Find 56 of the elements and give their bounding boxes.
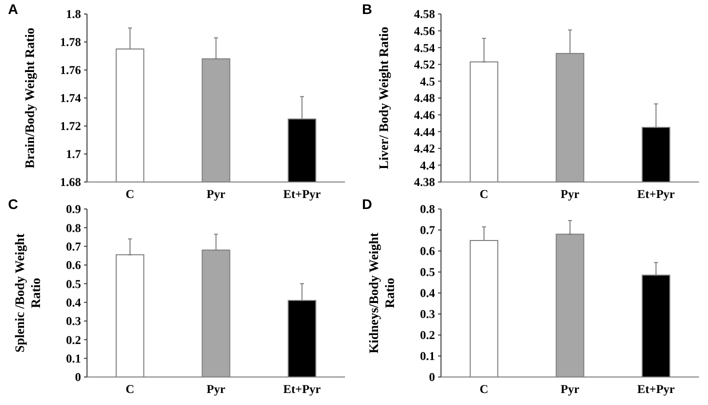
- y-tick-label: 4.56: [414, 24, 435, 38]
- x-tick-label: Et+Pyr: [637, 187, 676, 201]
- y-tick-label: 1.76: [60, 63, 81, 78]
- y-tick-label: 0.6: [420, 244, 435, 258]
- y-tick-label: 4.44: [414, 124, 435, 139]
- y-tick-label: 0.4: [420, 286, 435, 300]
- x-tick-label: C: [480, 382, 488, 396]
- y-tick-label: 0.2: [420, 328, 435, 342]
- y-tick-label: 0.3: [420, 307, 435, 322]
- y-tick-label: 4.48: [414, 91, 435, 106]
- y-tick-label: 4.46: [414, 108, 435, 122]
- y-axis-title: Splenic /Body Weight Ratio: [12, 232, 43, 352]
- y-tick-label: 1.7: [66, 147, 81, 162]
- y-tick-label: 4.4: [420, 158, 435, 172]
- x-tick-label: Et+Pyr: [283, 382, 322, 396]
- chart-title: B: [362, 1, 372, 17]
- y-axis-title: Brain/Body Weight Ratio: [22, 28, 37, 168]
- y-tick-label: 0.7: [420, 223, 435, 238]
- y-axis-title: Kidneys/Body Weight Ratio: [366, 232, 397, 354]
- y-tick-label: 4.54: [414, 40, 435, 55]
- y-tick-label: 0: [75, 370, 81, 384]
- y-tick-label: 0.1: [420, 349, 435, 364]
- y-tick-label: 1.8: [66, 7, 81, 22]
- x-tick-label: Pyr: [206, 187, 226, 201]
- y-tick-label: 1.74: [60, 91, 81, 106]
- x-tick-label: Pyr: [560, 382, 580, 396]
- y-tick-label: 0.9: [66, 202, 81, 216]
- y-tick-label: 4.42: [414, 142, 435, 156]
- chart-title: A: [8, 1, 18, 17]
- x-tick-label: C: [126, 382, 134, 396]
- y-axis-title: Liver/ Body Weight Ratio: [376, 26, 391, 170]
- y-tick-label: 0.8: [66, 220, 81, 235]
- x-tick-label: Et+Pyr: [283, 187, 322, 201]
- x-tick-label: C: [126, 187, 134, 201]
- y-tick-label: 1.72: [60, 119, 81, 134]
- y-tick-label: 0.6: [66, 258, 81, 272]
- y-tick-label: 4.52: [414, 58, 435, 72]
- chart-title: D: [362, 196, 372, 212]
- y-tick-label: 0.3: [66, 314, 81, 328]
- y-tick-label: 0.4: [66, 296, 81, 310]
- y-tick-label: 4.5: [420, 74, 435, 88]
- x-tick-label: Et+Pyr: [637, 382, 676, 396]
- x-tick-label: Pyr: [206, 382, 226, 396]
- y-tick-label: 0.1: [66, 352, 81, 366]
- y-tick-label: 0.7: [66, 240, 81, 254]
- y-tick-label: 0.8: [420, 202, 435, 216]
- y-tick-label: 4.58: [414, 7, 435, 22]
- x-tick-label: C: [480, 187, 488, 201]
- x-tick-label: Pyr: [560, 187, 580, 201]
- y-tick-label: 0.2: [66, 332, 81, 347]
- y-tick-label: 1.68: [60, 175, 81, 190]
- y-tick-label: 1.78: [60, 35, 81, 50]
- y-tick-label: 0.5: [420, 265, 435, 280]
- y-tick-label: 0.5: [66, 276, 81, 291]
- y-tick-label: 0: [429, 370, 435, 384]
- y-tick-label: 4.38: [414, 175, 435, 190]
